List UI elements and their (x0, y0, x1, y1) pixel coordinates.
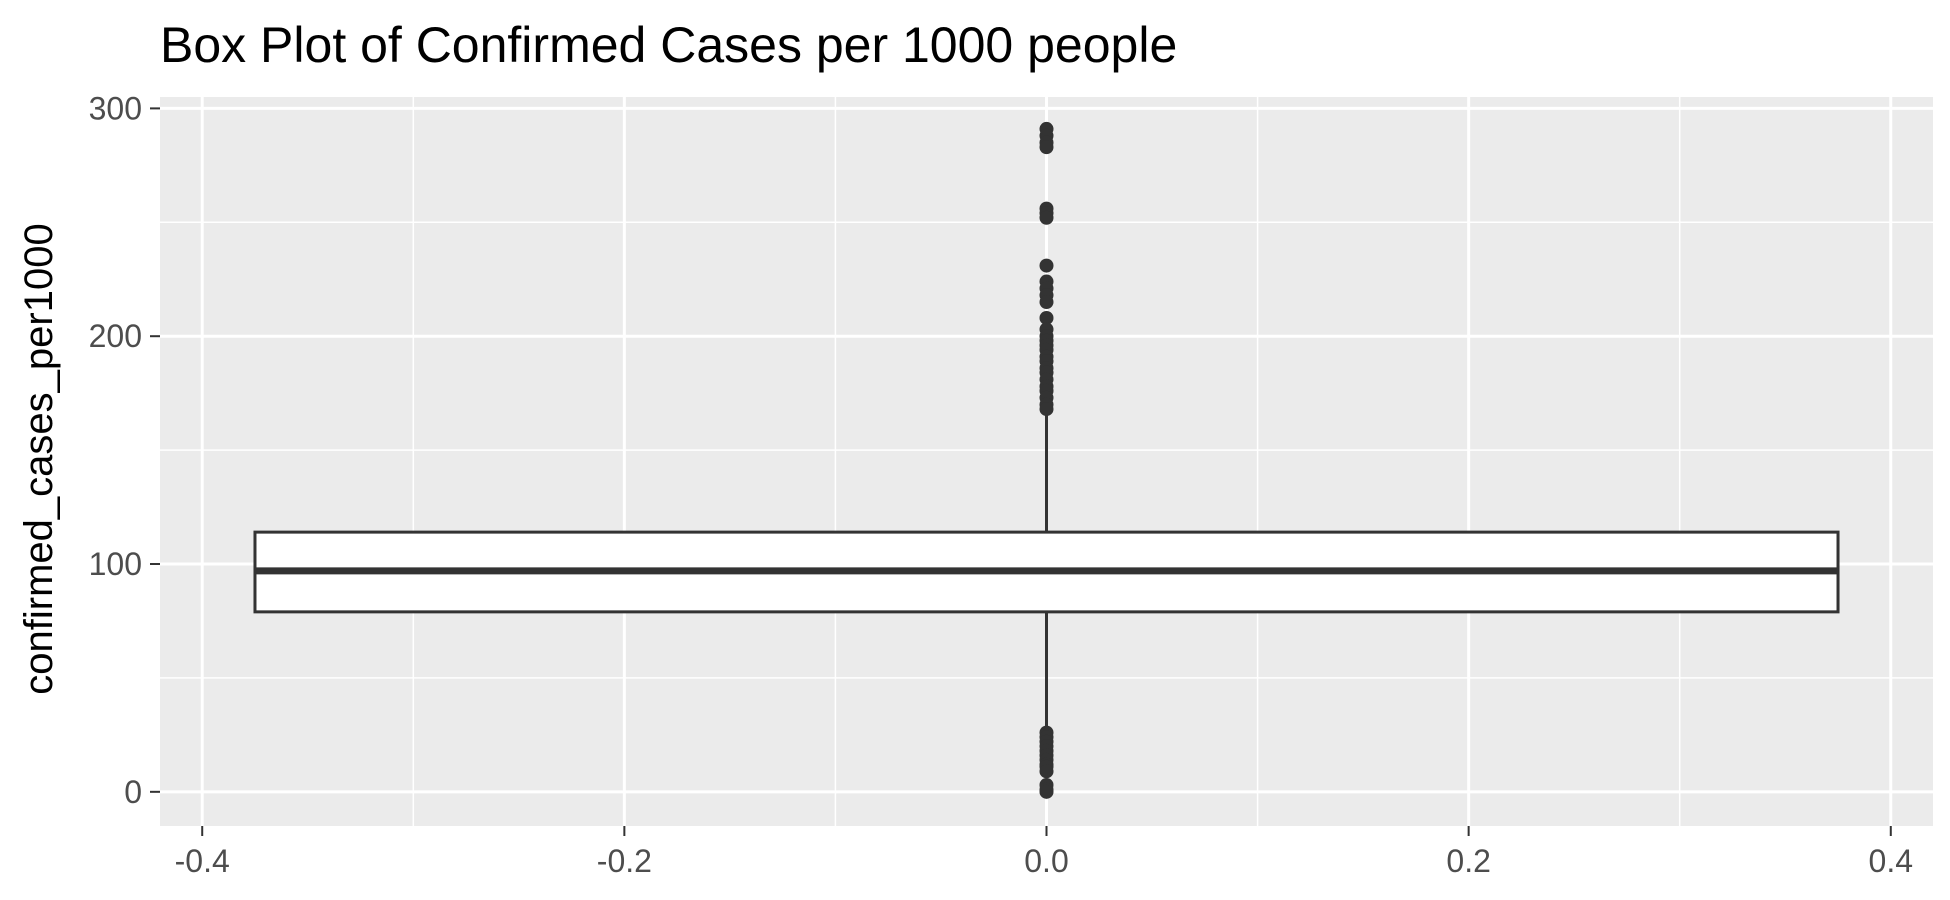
x-tick-label: 0.4 (1869, 843, 1913, 879)
y-tick-label: 200 (89, 318, 142, 354)
outlier-point (1039, 258, 1054, 273)
x-tick-label: -0.4 (175, 843, 230, 879)
outlier-point (1039, 784, 1054, 799)
outlier-point (1039, 295, 1054, 310)
outlier-point (1039, 210, 1054, 225)
y-tick-label: 0 (124, 774, 142, 810)
axes: -0.4 -0.2 0.0 0.2 0.4 0 100 200 300 (89, 90, 1913, 879)
x-tick-label: 0.2 (1446, 843, 1490, 879)
box-plot (253, 121, 1840, 799)
outlier-point (1039, 310, 1054, 325)
outlier-point (1039, 764, 1054, 779)
x-tick-label: 0.0 (1024, 843, 1068, 879)
y-axis-label: confirmed_cases_per1000 (17, 223, 61, 694)
outlier-point (1039, 402, 1054, 417)
y-tick-label: 300 (89, 90, 142, 126)
outlier-point (1039, 140, 1054, 155)
x-tick-label: -0.2 (597, 843, 652, 879)
chart-title: Box Plot of Confirmed Cases per 1000 peo… (160, 17, 1177, 73)
y-tick-label: 100 (89, 546, 142, 582)
